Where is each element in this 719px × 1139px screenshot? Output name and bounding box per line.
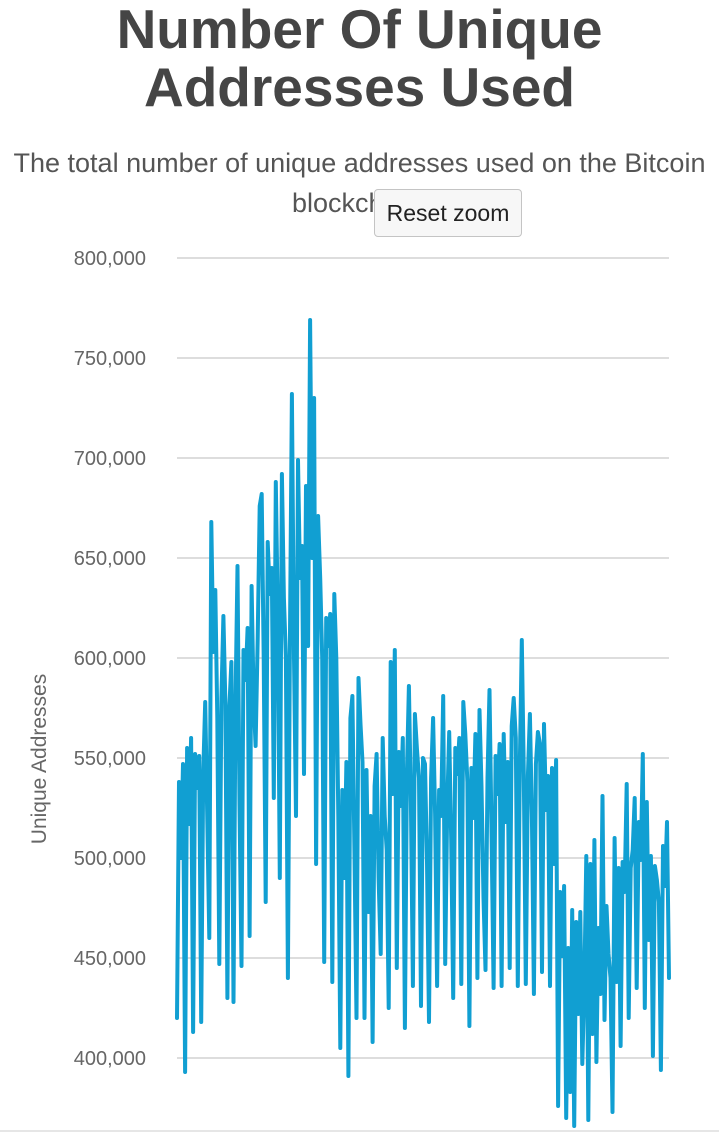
chart-title-line-2: Addresses Used: [143, 56, 576, 118]
y-tick-label: 500,000: [74, 848, 146, 870]
y-tick-label: 800,000: [74, 248, 146, 270]
y-tick-label: 700,000: [74, 448, 146, 470]
y-axis-title: Unique Addresses: [28, 674, 51, 844]
chart-subtitle: The total number of unique addresses use…: [0, 143, 719, 223]
y-tick-label: 550,000: [74, 748, 146, 770]
y-tick-label: 600,000: [74, 648, 146, 670]
y-tick-label: 750,000: [74, 348, 146, 370]
line-chart[interactable]: 400,000 450,000 500,000 550,000 600,000 650,0…: [0, 240, 719, 1139]
chart-subtitle-line-2: blockchain.: [291, 188, 428, 218]
series-line[interactable]: [175, 318, 671, 1128]
y-axis-tick-labels: 400,000 450,000 500,000 550,000 600,000 650,0…: [74, 248, 146, 1070]
chart-subtitle-line-1: The total number of unique addresses use…: [13, 148, 706, 178]
reset-zoom-button[interactable]: Reset zoom: [374, 189, 522, 237]
y-tick-label: 400,000: [74, 1048, 146, 1070]
y-tick-label: 650,000: [74, 548, 146, 570]
chart-title-line-1: Number Of Unique: [116, 0, 603, 60]
chart-title: Number Of Unique Addresses Used: [0, 0, 719, 116]
y-tick-label: 450,000: [74, 948, 146, 970]
